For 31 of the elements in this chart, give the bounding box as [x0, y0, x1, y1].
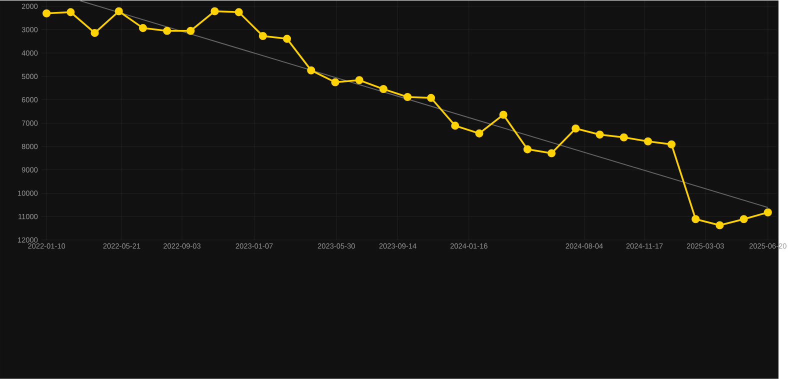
point — [114, 7, 123, 16]
point — [210, 7, 219, 16]
point — [42, 9, 51, 18]
point — [692, 215, 700, 224]
point — [234, 8, 243, 16]
point — [258, 32, 267, 40]
point — [764, 208, 772, 216]
point — [186, 26, 195, 35]
point — [667, 140, 676, 148]
point — [596, 130, 604, 139]
point — [451, 122, 460, 130]
point — [138, 24, 147, 32]
point — [475, 129, 484, 138]
point — [427, 94, 436, 102]
point — [572, 124, 580, 133]
point — [355, 76, 364, 84]
point — [282, 34, 292, 43]
point — [716, 221, 724, 230]
point — [331, 78, 340, 86]
point — [499, 110, 508, 119]
point — [307, 66, 316, 74]
point — [644, 137, 652, 146]
point — [403, 92, 412, 102]
point — [620, 133, 628, 142]
point — [548, 149, 556, 158]
point — [163, 26, 172, 35]
point — [90, 28, 99, 38]
point — [379, 85, 388, 94]
point — [523, 145, 532, 154]
point — [66, 8, 75, 16]
point — [740, 215, 748, 224]
